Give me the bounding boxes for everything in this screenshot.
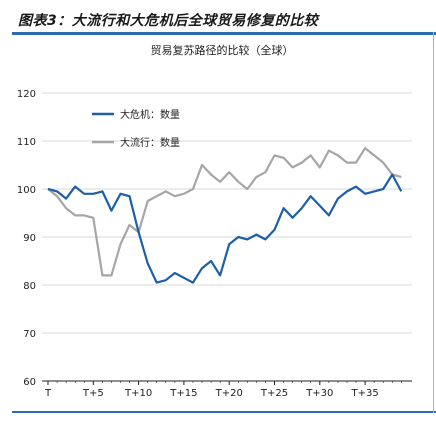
line-chart: 贸易复苏路径的比较（全球） 60 70 80 90 100 110 120 T T+5 T+10 T… — [17, 43, 412, 399]
y-tick-label: 90 — [23, 233, 36, 244]
series-line-2 — [47, 147, 402, 277]
x-tick-label: T+15 — [169, 388, 197, 399]
footer-divider — [12, 411, 436, 413]
header-divider — [12, 32, 436, 35]
figure-header: 图表3：大流行和大危机后全球贸易修复的比较 — [0, 0, 436, 32]
y-tick-label: 100 — [17, 185, 36, 196]
figure-title: 图表3：大流行和大危机后全球贸易修复的比较 — [18, 13, 319, 29]
y-tick-label: 110 — [17, 137, 36, 148]
chart-title: 贸易复苏路径的比较（全球） — [151, 43, 294, 57]
x-tick-label: T+10 — [124, 388, 152, 399]
series-line-1 — [47, 173, 403, 284]
y-tick-label: 80 — [23, 281, 36, 292]
frame-edge — [433, 32, 434, 413]
axes: 60 70 80 90 100 110 120 T T+5 T+10 T+15 T+20 T+25 T+3… — [17, 89, 412, 399]
x-tick-label: T+35 — [350, 388, 378, 399]
x-tick-label: T+5 — [82, 388, 104, 399]
x-tick-label: T+20 — [215, 388, 243, 399]
legend-label: 大流行：数量 — [120, 136, 180, 149]
y-tick-label: 60 — [23, 377, 36, 388]
gridlines — [42, 92, 412, 334]
x-tick-label: T — [44, 388, 52, 399]
x-tick-label: T+25 — [260, 388, 288, 399]
series-layer — [47, 147, 403, 284]
x-tick-label: T+30 — [305, 388, 333, 399]
y-tick-label: 70 — [23, 329, 36, 340]
legend-label: 大危机：数量 — [120, 108, 180, 121]
y-tick-label: 120 — [17, 89, 36, 100]
